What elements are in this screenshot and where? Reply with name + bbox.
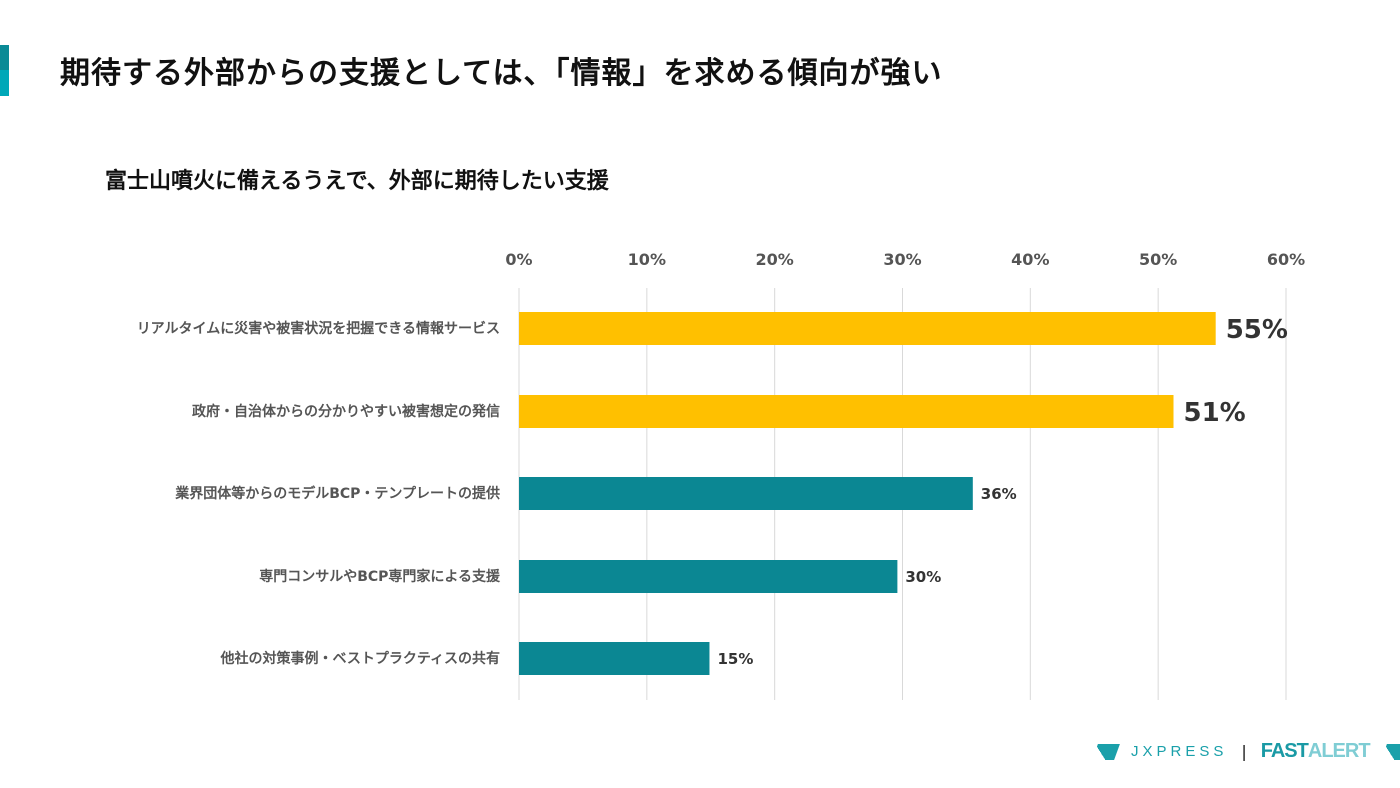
fastalert-logo-alert: ALERT bbox=[1307, 740, 1371, 762]
x-tick-label: 50% bbox=[1139, 250, 1177, 269]
category-label: 政府・自治体からの分かりやすい被害想定の発信 bbox=[192, 403, 500, 420]
category-label: リアルタイムに災害や被害状況を把握できる情報サービス bbox=[137, 320, 500, 337]
data-label: 55% bbox=[1226, 315, 1288, 345]
bar bbox=[519, 312, 1216, 345]
data-label: 30% bbox=[905, 568, 941, 586]
x-tick-label: 40% bbox=[1011, 250, 1049, 269]
bar bbox=[519, 395, 1174, 428]
x-tick-label: 30% bbox=[883, 250, 921, 269]
category-label: 専門コンサルやBCP専門家による支援 bbox=[259, 568, 501, 585]
bar bbox=[519, 477, 973, 510]
data-label: 51% bbox=[1184, 398, 1246, 428]
accent-bar-bottom bbox=[0, 70, 9, 96]
footer-logos: JXPRESS | FASTALERT bbox=[1092, 740, 1400, 763]
x-tick-label: 60% bbox=[1267, 250, 1305, 269]
jxpress-logo: JXPRESS bbox=[1131, 743, 1228, 760]
bar bbox=[519, 642, 710, 675]
category-label: 他社の対策事例・ベストプラクティスの共有 bbox=[220, 650, 500, 667]
chart-title: 富士山噴火に備えるうえで、外部に期待したい支援 bbox=[105, 169, 609, 194]
fastalert-logo-fast: FAST bbox=[1260, 740, 1309, 762]
fastalert-logo: FASTALERT bbox=[1260, 740, 1371, 763]
x-tick-label: 20% bbox=[756, 250, 794, 269]
fastalert-logo-icon bbox=[1380, 743, 1400, 760]
data-label: 15% bbox=[717, 650, 753, 668]
data-label: 36% bbox=[981, 485, 1017, 503]
accent-bar-top bbox=[0, 45, 9, 70]
page-title: 期待する外部からの支援としては、「情報」を求める傾向が強い bbox=[60, 56, 943, 91]
bar bbox=[519, 560, 898, 593]
x-tick-label: 0% bbox=[505, 250, 532, 269]
jxpress-logo-icon bbox=[1092, 743, 1120, 760]
logo-separator: | bbox=[1241, 742, 1247, 761]
category-label: 業界団体等からのモデルBCP・テンプレートの提供 bbox=[174, 485, 500, 502]
x-tick-label: 10% bbox=[628, 250, 666, 269]
